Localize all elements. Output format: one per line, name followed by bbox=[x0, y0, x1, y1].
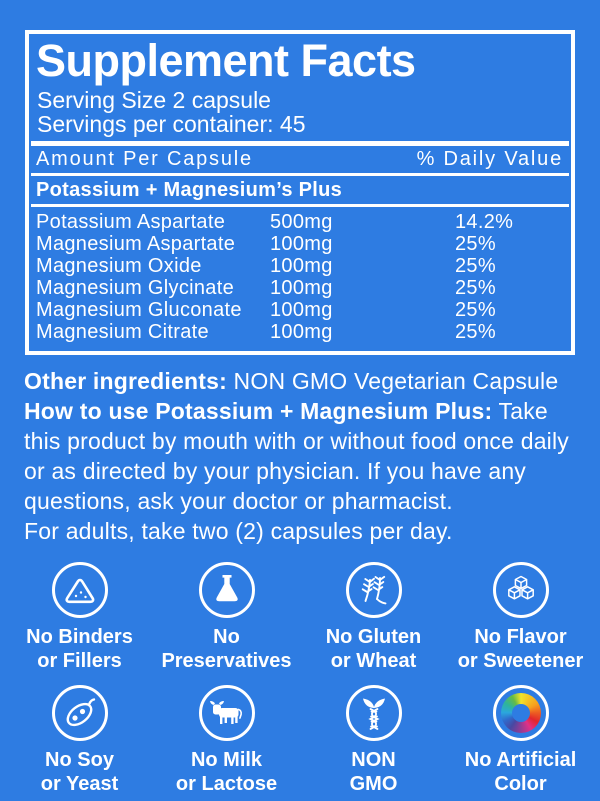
nutrient-dv: 14.2% bbox=[455, 211, 514, 233]
panel-title: Supplement Facts bbox=[36, 35, 416, 86]
column-header-amount: Amount Per Capsule bbox=[36, 148, 253, 170]
how-to-use-label: How to use Potassium + Magnesium Plus: bbox=[24, 398, 493, 424]
divider-thick bbox=[31, 141, 569, 146]
nutrient-dv: 25% bbox=[455, 321, 496, 343]
section-title: Potassium + Magnesium’s Plus bbox=[36, 179, 343, 201]
wheat-icon bbox=[345, 562, 402, 618]
flask-icon bbox=[198, 562, 255, 618]
nutrient-amount: 100mg bbox=[270, 299, 333, 321]
badge-no-flavor: No Flavor or Sweetener bbox=[447, 562, 594, 673]
badge-no-soy: No Soy or Yeast bbox=[6, 685, 153, 796]
nutrient-name: Magnesium Oxide bbox=[36, 255, 202, 277]
servings-per-container: Servings per container: 45 bbox=[37, 111, 306, 137]
nutrient-amount: 100mg bbox=[270, 277, 333, 299]
table-row: Magnesium Oxide 100mg 25% bbox=[29, 255, 571, 277]
dna-sprout-icon bbox=[345, 685, 402, 741]
table-row: Magnesium Aspartate 100mg 25% bbox=[29, 233, 571, 255]
table-row: Magnesium Glycinate 100mg 25% bbox=[29, 277, 571, 299]
color-wheel-ring bbox=[500, 693, 541, 733]
badge-no-binders: No Binders or Fillers bbox=[6, 562, 153, 673]
badge-label: No Artificial Color bbox=[464, 749, 577, 795]
nutrient-dv: 25% bbox=[455, 299, 496, 321]
badge-no-preservatives: No Preservatives bbox=[153, 562, 300, 673]
nutrient-amount: 100mg bbox=[270, 233, 333, 255]
nutrient-dv: 25% bbox=[455, 277, 496, 299]
cow-icon bbox=[198, 685, 255, 741]
nutrient-name: Potassium Aspartate bbox=[36, 211, 226, 233]
dosage-paragraph: For adults, take two (2) capsules per da… bbox=[24, 516, 576, 546]
badge-non-gmo: NON GMO bbox=[300, 685, 447, 796]
powder-pile-icon bbox=[51, 562, 108, 618]
nutrient-name: Magnesium Aspartate bbox=[36, 233, 236, 255]
color-wheel-hole bbox=[511, 704, 530, 722]
nutrient-dv: 25% bbox=[455, 255, 496, 277]
usage-info: Other ingredients: NON GMO Vegetarian Ca… bbox=[24, 366, 576, 546]
badge-no-milk: No Milk or Lactose bbox=[153, 685, 300, 796]
badge-label: No Binders or Fillers bbox=[26, 626, 133, 672]
table-header-row: Amount Per Capsule % Daily Value bbox=[29, 146, 571, 172]
nutrient-name: Magnesium Glycinate bbox=[36, 277, 235, 299]
badge-label: No Gluten or Wheat bbox=[325, 626, 422, 672]
divider-thin bbox=[31, 204, 569, 207]
nutrient-amount: 100mg bbox=[270, 255, 333, 277]
nutrient-name: Magnesium Citrate bbox=[36, 321, 209, 343]
other-ingredients-text: NON GMO Vegetarian Capsule bbox=[226, 368, 559, 394]
nutrient-amount: 500mg bbox=[270, 211, 333, 233]
serving-size: Serving Size 2 capsule bbox=[37, 87, 271, 113]
how-to-use-paragraph: How to use Potassium + Magnesium Plus: T… bbox=[24, 396, 576, 516]
table-row: Magnesium Citrate 100mg 25% bbox=[29, 321, 571, 343]
sugar-cubes-icon bbox=[492, 562, 549, 618]
how-to-use-text: Take this product by mouth with or witho… bbox=[24, 398, 570, 514]
nutrient-name: Magnesium Gluconate bbox=[36, 299, 242, 321]
nutrient-amount: 100mg bbox=[270, 321, 333, 343]
badge-label: No Preservatives bbox=[161, 626, 292, 672]
soybean-icon bbox=[51, 685, 108, 741]
badge-label: No Flavor or Sweetener bbox=[457, 626, 584, 672]
table-row: Potassium Aspartate 500mg 14.2% bbox=[29, 211, 571, 233]
badge-no-gluten: No Gluten or Wheat bbox=[300, 562, 447, 673]
nutrient-dv: 25% bbox=[455, 233, 496, 255]
divider-thin bbox=[31, 173, 569, 176]
supplement-facts-panel: Supplement Facts Serving Size 2 capsule … bbox=[25, 30, 575, 355]
feature-badges: No Binders or Fillers No Preservatives bbox=[0, 562, 600, 796]
dosage-text: For adults, take two (2) capsules per da… bbox=[24, 518, 453, 544]
color-wheel-icon bbox=[492, 685, 549, 741]
badge-label: No Soy or Yeast bbox=[40, 749, 119, 795]
column-header-daily-value: % Daily Value bbox=[416, 148, 563, 170]
table-row: Magnesium Gluconate 100mg 25% bbox=[29, 299, 571, 321]
other-ingredients-label: Other ingredients: bbox=[24, 368, 227, 394]
badge-label: NON GMO bbox=[349, 749, 398, 795]
badge-label: No Milk or Lactose bbox=[175, 749, 278, 795]
nutrient-table: Potassium Aspartate 500mg 14.2% Magnesiu… bbox=[29, 208, 571, 345]
badge-no-artificial-color: No Artificial Color bbox=[447, 685, 594, 796]
other-ingredients-paragraph: Other ingredients: NON GMO Vegetarian Ca… bbox=[24, 366, 576, 396]
